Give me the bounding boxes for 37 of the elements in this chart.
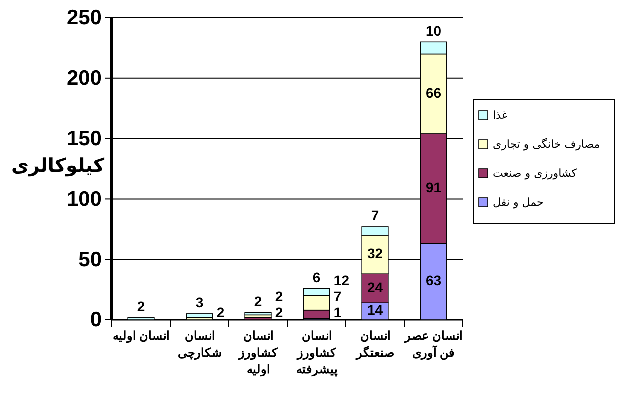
data-label: 7 — [334, 288, 342, 305]
data-label: 10 — [426, 22, 442, 39]
x-tick-label: انسان صنعتگر — [355, 329, 394, 361]
y-axis-title: کیلوکالری — [11, 155, 106, 177]
data-label: 24 — [367, 279, 384, 296]
x-tick-label: انسان کشاورز پیشرفته — [296, 329, 338, 378]
y-tick-label: 250 — [66, 6, 102, 30]
x-tick-label: انسان عصر فن آوری — [404, 329, 462, 361]
legend-label: کشاورزی و صنعت — [493, 167, 578, 180]
y-tick-label: 0 — [90, 308, 102, 332]
data-label: 63 — [426, 272, 442, 289]
y-tick-label: 100 — [66, 188, 102, 211]
data-label: 12 — [334, 272, 350, 289]
data-label: 2 — [254, 293, 262, 310]
bar — [186, 314, 214, 318]
y-tick-label: 200 — [66, 67, 102, 90]
data-label: 66 — [426, 84, 442, 101]
legend-label: غذا — [493, 109, 508, 122]
bar — [244, 312, 272, 316]
data-label: 14 — [367, 302, 384, 318]
y-tick-label: 50 — [78, 248, 102, 272]
data-label: 2 — [137, 298, 146, 314]
x-tick-label: انسان اولیه — [113, 329, 170, 344]
data-label: 1 — [334, 304, 342, 321]
data-label: 2 — [275, 288, 284, 305]
x-tick-label: انسان کشاورز اولیه — [238, 329, 278, 378]
legend-label: مصارف خانگی و تجاری — [493, 138, 600, 152]
x-tick-label: انسان شکارچی — [178, 329, 222, 361]
data-label: 2 — [275, 304, 284, 321]
y-tick-label: 150 — [66, 128, 102, 151]
data-label: 2 — [216, 304, 225, 321]
legend-label: حمل و نقل — [493, 196, 544, 210]
data-label: 32 — [367, 245, 384, 262]
data-label: 7 — [371, 208, 380, 224]
data-label: 91 — [426, 180, 442, 196]
data-label: 6 — [312, 269, 321, 286]
data-label: 3 — [196, 294, 204, 311]
